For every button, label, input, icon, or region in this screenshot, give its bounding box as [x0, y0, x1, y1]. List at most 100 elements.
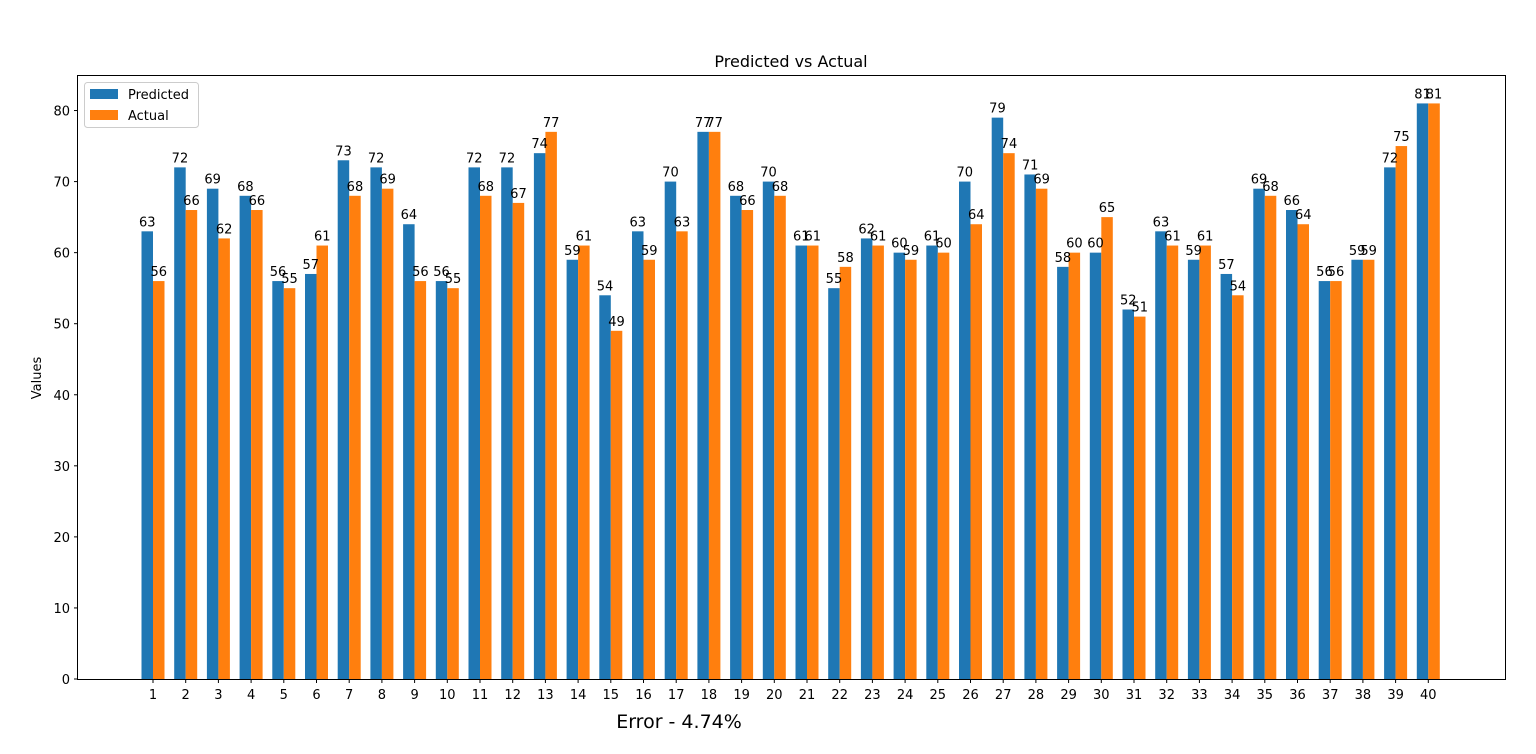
bar-predicted	[959, 181, 971, 679]
bar-predicted	[206, 188, 219, 679]
bar-value-label: 59	[1185, 244, 1202, 259]
bar-value-label: 63	[139, 215, 156, 230]
bar-value-label: 69	[1033, 173, 1050, 188]
x-tick-label: 40	[1420, 688, 1437, 703]
x-tick-label: 21	[799, 688, 816, 703]
bar-predicted	[1057, 266, 1069, 679]
bar-value-label: 54	[597, 279, 614, 294]
x-tick-label: 3	[214, 688, 222, 703]
bar-value-label: 66	[249, 194, 266, 209]
y-tick-label: 50	[53, 318, 70, 333]
y-tick-label: 10	[53, 602, 70, 617]
bar-actual	[1428, 103, 1440, 680]
bar-value-label: 61	[924, 230, 941, 245]
bar-value-label: 70	[956, 166, 973, 181]
bar-predicted	[1024, 174, 1036, 679]
bar-value-label: 70	[760, 166, 777, 181]
x-tick-label: 26	[962, 688, 979, 703]
bar-predicted	[239, 195, 252, 680]
bar-actual	[610, 330, 623, 679]
bar-predicted	[566, 259, 579, 679]
x-tick-label: 11	[472, 688, 489, 703]
bar-value-label: 75	[1393, 130, 1410, 145]
bar-value-label: 56	[150, 265, 167, 280]
x-tick-label: 38	[1355, 688, 1372, 703]
bar-predicted	[272, 281, 284, 679]
bar-value-label: 68	[347, 180, 364, 195]
y-axis-label: Values	[30, 357, 45, 400]
bar-predicted	[1318, 281, 1331, 679]
bar-actual	[1134, 316, 1146, 679]
bar-predicted	[1122, 309, 1134, 679]
bar-actual	[545, 131, 557, 680]
bar-actual	[1068, 252, 1081, 679]
bar-actual	[1395, 146, 1408, 679]
x-tick-label: 22	[831, 688, 848, 703]
bar-actual	[1297, 224, 1309, 680]
bar-value-label: 66	[183, 194, 200, 209]
bar-value-label: 54	[1230, 279, 1247, 294]
bar-actual	[414, 281, 427, 679]
bar-actual	[218, 238, 230, 679]
bar-value-label: 57	[1218, 258, 1235, 273]
bar-value-label: 52	[1120, 293, 1137, 308]
bar-predicted	[795, 245, 807, 679]
bar-actual	[872, 245, 884, 679]
bar-actual	[970, 224, 982, 680]
bar-value-label: 56	[1316, 265, 1333, 280]
bar-predicted	[533, 153, 546, 680]
bar-value-label: 64	[1295, 208, 1312, 223]
x-tick-label: 31	[1126, 688, 1143, 703]
bar-actual	[512, 202, 525, 679]
x-tick-label: 29	[1060, 688, 1077, 703]
bar-value-label: 66	[1283, 194, 1300, 209]
bar-value-label: 60	[1087, 237, 1104, 252]
bar-value-label: 62	[216, 222, 233, 237]
bar-actual	[578, 245, 590, 679]
x-tick-label: 9	[410, 688, 418, 703]
y-tick-label: 0	[62, 673, 70, 688]
bar-actual	[1232, 295, 1244, 679]
bar-value-label: 58	[837, 251, 854, 266]
bar-value-label: 63	[1153, 215, 1170, 230]
bar-predicted	[305, 273, 317, 679]
bar-predicted	[435, 281, 448, 679]
x-tick-label: 19	[733, 688, 750, 703]
x-tick-label: 8	[378, 688, 386, 703]
x-tick-label: 2	[182, 688, 190, 703]
error-annotation: Error - 4.74%	[616, 711, 742, 733]
bar-actual	[1199, 245, 1211, 679]
x-tick-label: 34	[1224, 688, 1241, 703]
bar-predicted	[697, 131, 709, 680]
bar-predicted	[1187, 259, 1200, 679]
bar-value-label: 65	[1099, 201, 1116, 216]
bar-actual	[741, 210, 754, 679]
bar-predicted	[991, 117, 1004, 679]
bar-value-label: 68	[477, 180, 494, 195]
x-tick-label: 17	[668, 688, 685, 703]
x-tick-label: 10	[439, 688, 456, 703]
y-tick-label: 40	[53, 389, 70, 404]
bar-actual	[153, 281, 165, 679]
x-tick-label: 4	[247, 688, 255, 703]
x-tick-label: 25	[930, 688, 947, 703]
bar-value-label: 61	[870, 230, 887, 245]
x-tick-label: 5	[280, 688, 288, 703]
bar-actual	[708, 131, 721, 680]
bar-value-label: 62	[858, 222, 875, 237]
bar-value-label: 59	[903, 244, 920, 259]
bar-value-label: 72	[466, 151, 483, 166]
x-tick-label: 12	[504, 688, 521, 703]
bar-value-label: 61	[1164, 230, 1181, 245]
bar-predicted	[1220, 273, 1233, 679]
bar-predicted	[730, 195, 742, 680]
x-tick-label: 39	[1387, 688, 1404, 703]
y-tick-label: 80	[53, 105, 70, 120]
bar-value-label: 77	[543, 116, 560, 131]
bar-predicted	[1416, 103, 1429, 680]
x-tick-label: 1	[149, 688, 157, 703]
bar-predicted	[664, 181, 677, 679]
bar-predicted	[828, 288, 840, 679]
bar-value-label: 57	[302, 258, 319, 273]
bar-value-label: 67	[510, 187, 527, 202]
